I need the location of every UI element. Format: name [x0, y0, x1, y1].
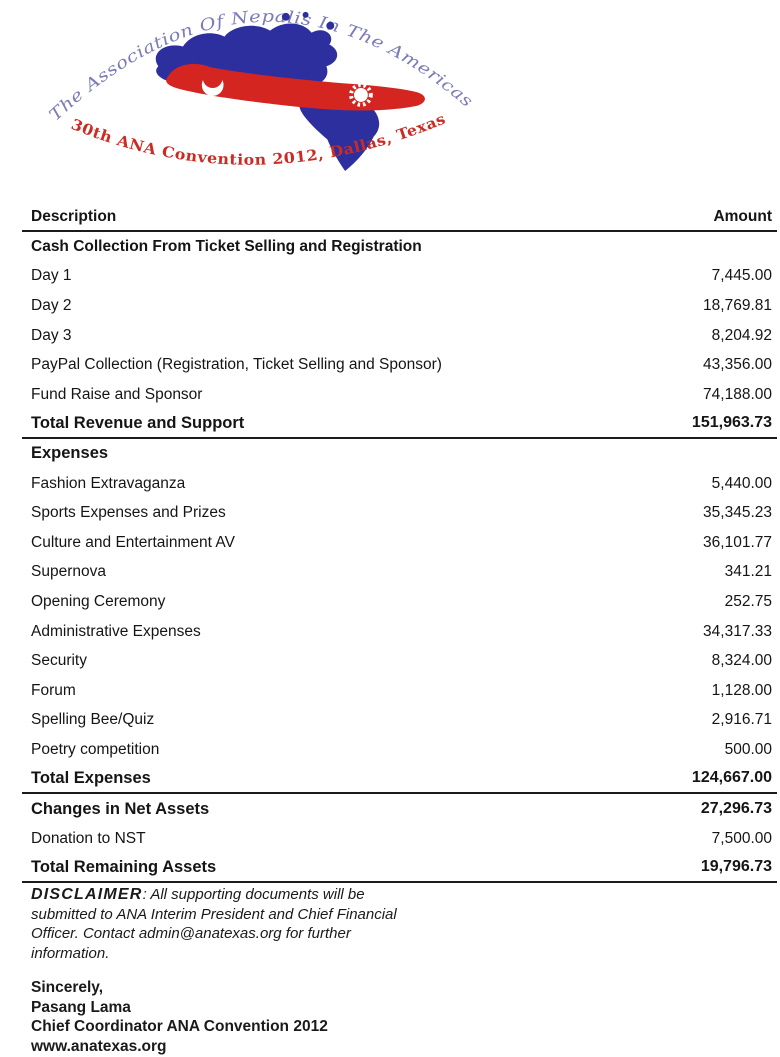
- disclaimer-text: : All supporting documents will be: [142, 886, 365, 904]
- row-amount: 74,188.00: [703, 385, 772, 403]
- moon-crescent-mask: [202, 68, 223, 89]
- disclaimer-line: Officer. Contact admin@anatexas.org for …: [31, 925, 351, 943]
- table-row-day-3: Day 3 8,204.92: [22, 321, 777, 351]
- row-description: Day 3: [31, 326, 72, 344]
- signature-website: www.anatexas.org: [31, 1037, 167, 1055]
- row-amount: 341.21: [724, 563, 772, 581]
- column-header-description: Description: [31, 208, 117, 225]
- signature-name: Pasang Lama: [31, 998, 131, 1016]
- table-row-spelling-bee-quiz: Spelling Bee/Quiz 2,916.71: [22, 706, 777, 736]
- table-row-expenses-section: Expenses: [22, 439, 777, 469]
- row-amount: 18,769.81: [703, 296, 772, 314]
- arctic-island-icon: [302, 11, 309, 18]
- row-description: Poetry competition: [31, 740, 160, 758]
- row-amount: 19,796.73: [700, 858, 772, 876]
- row-description: Day 2: [31, 296, 72, 314]
- table-row-day-2: Day 2 18,769.81: [22, 291, 777, 321]
- row-description: Donation to NST: [31, 829, 146, 847]
- row-amount: 252.75: [724, 592, 772, 610]
- row-description: Culture and Entertainment AV: [31, 533, 235, 551]
- disclaimer-line: DISCLAIMER: All supporting documents wil…: [31, 885, 777, 905]
- row-amount: 8,204.92: [711, 326, 772, 344]
- row-description: Opening Ceremony: [31, 592, 166, 610]
- row-description: PayPal Collection (Registration, Ticket …: [31, 356, 442, 374]
- row-amount: 1,128.00: [711, 681, 772, 699]
- table-row-forum: Forum 1,128.00: [22, 676, 777, 706]
- row-description: Fund Raise and Sponsor: [31, 385, 203, 403]
- ana-logo: The Association Of Nepalis In The Americ…: [0, 0, 780, 174]
- row-description: Fashion Extravaganza: [31, 474, 186, 492]
- row-amount: 151,963.73: [691, 414, 772, 432]
- row-amount: 34,317.33: [703, 622, 772, 640]
- row-amount: 43,356.00: [703, 356, 772, 374]
- table-row-fund-raise-sponsor: Fund Raise and Sponsor 74,188.00: [22, 380, 777, 410]
- row-amount: 2,916.71: [711, 711, 772, 729]
- table-row-supernova: Supernova 341.21: [22, 558, 777, 588]
- row-description: Total Revenue and Support: [31, 413, 245, 432]
- row-description: Changes in Net Assets: [31, 799, 210, 818]
- signature-closing: Sincerely,: [31, 979, 104, 997]
- greenland-island-icon: [326, 21, 335, 30]
- row-amount: 500.00: [724, 740, 772, 758]
- row-amount: 7,445.00: [711, 267, 772, 285]
- row-amount: 5,440.00: [711, 474, 772, 492]
- financial-statement-table: Description Amount Cash Collection From …: [22, 204, 777, 1056]
- disclaimer-label: DISCLAIMER: [31, 886, 143, 904]
- row-description: Supernova: [31, 563, 106, 581]
- row-description: Expenses: [31, 444, 109, 463]
- table-row-culture-entertainment: Culture and Entertainment AV 36,101.77: [22, 528, 777, 558]
- row-description: Forum: [31, 681, 76, 699]
- table-row-opening-ceremony: Opening Ceremony 252.75: [22, 587, 777, 617]
- signature-title: Chief Coordinator ANA Convention 2012: [31, 1018, 328, 1036]
- row-description: Cash Collection From Ticket Selling and …: [31, 237, 422, 255]
- table-row-security: Security 8,324.00: [22, 646, 777, 676]
- row-description: Spelling Bee/Quiz: [31, 711, 155, 729]
- south-america-map-icon: [299, 92, 380, 172]
- ana-logo-icon: The Association Of Nepalis In The Americ…: [45, 7, 476, 172]
- table-row-total-revenue: Total Revenue and Support 151,963.73: [22, 410, 777, 440]
- disclaimer-line: information.: [31, 944, 110, 962]
- row-amount: 36,101.77: [703, 533, 772, 551]
- table-row-administrative-expenses: Administrative Expenses 34,317.33: [22, 617, 777, 647]
- table-header-row: Description Amount: [22, 204, 777, 232]
- logo-arc-bottom-text: 30th ANA Convention 2012, Dallas, Texas: [69, 110, 449, 168]
- row-amount: 27,296.73: [700, 800, 772, 818]
- table-row-poetry-competition: Poetry competition 500.00: [22, 735, 777, 765]
- table-row-sports-expenses: Sports Expenses and Prizes 35,345.23: [22, 498, 777, 528]
- column-header-amount: Amount: [713, 208, 772, 225]
- table-row-total-expenses: Total Expenses 124,667.00: [22, 765, 777, 795]
- table-row-day-1: Day 1 7,445.00: [22, 262, 777, 292]
- arctic-island-icon: [281, 12, 290, 21]
- table-row-changes-net-assets: Changes in Net Assets 27,296.73: [22, 794, 777, 824]
- row-description: Day 1: [31, 267, 72, 285]
- sun-rays-icon: [349, 83, 373, 107]
- disclaimer-block: DISCLAIMER: All supporting documents wil…: [22, 885, 777, 963]
- table-row-total-remaining-assets: Total Remaining Assets 19,796.73: [22, 853, 777, 884]
- row-amount: 7,500.00: [711, 829, 772, 847]
- row-description: Sports Expenses and Prizes: [31, 504, 226, 522]
- disclaimer-line: submitted to ANA Interim President and C…: [31, 905, 397, 923]
- table-row-fashion-extravaganza: Fashion Extravaganza 5,440.00: [22, 469, 777, 499]
- row-amount: 124,667.00: [691, 769, 772, 787]
- row-amount: 35,345.23: [703, 504, 772, 522]
- table-row-donation-nst: Donation to NST 7,500.00: [22, 824, 777, 854]
- table-row-cash-collection-section: Cash Collection From Ticket Selling and …: [22, 232, 777, 262]
- sun-icon: [354, 88, 368, 102]
- signature-block: Sincerely, Pasang Lama Chief Coordinator…: [22, 978, 777, 1056]
- row-description: Security: [31, 652, 87, 670]
- table-row-paypal-collection: PayPal Collection (Registration, Ticket …: [22, 350, 777, 380]
- row-description: Total Expenses: [31, 768, 151, 787]
- row-amount: 8,324.00: [711, 652, 772, 670]
- row-description: Administrative Expenses: [31, 622, 201, 640]
- row-description: Total Remaining Assets: [31, 857, 217, 876]
